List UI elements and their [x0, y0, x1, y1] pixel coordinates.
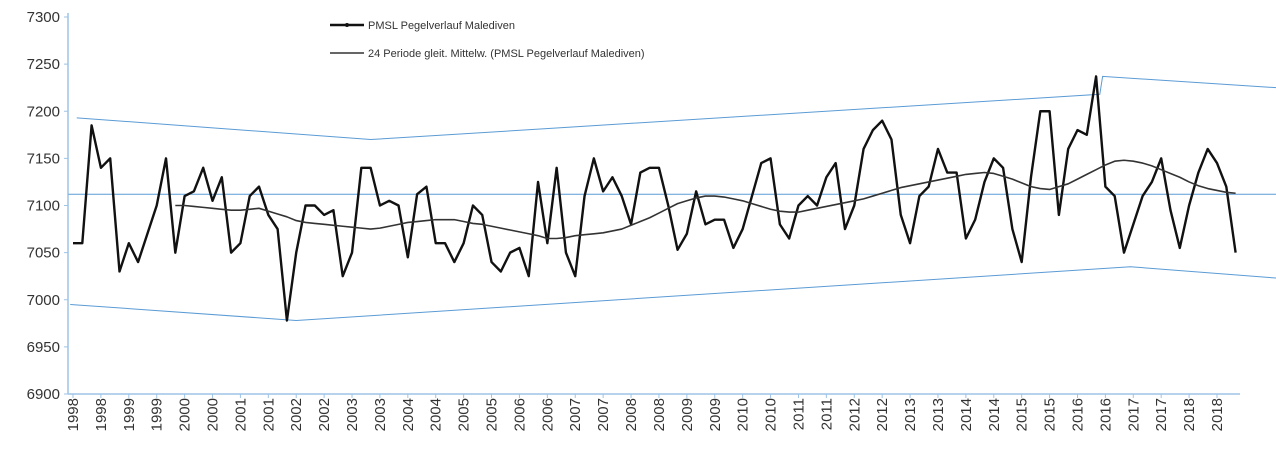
- y-tick-label: 7250: [27, 56, 60, 73]
- channel-line: [76, 75, 1276, 141]
- x-tick-label: 2006: [511, 398, 528, 431]
- legend-label: PMSL Pegelverlauf Malediven: [368, 20, 515, 32]
- x-tick-label: 2011: [818, 398, 835, 430]
- series-line: [73, 75, 1237, 322]
- x-tick-label: 1999: [149, 398, 166, 431]
- y-tick-label: 6950: [27, 339, 60, 356]
- y-tick-label: 7000: [27, 292, 60, 309]
- x-tick-label: 1998: [93, 398, 110, 431]
- x-tick-label: 2012: [846, 398, 863, 431]
- x-tick-label: 2012: [874, 398, 891, 431]
- channel-line: [70, 266, 1276, 321]
- y-tick-label: 7100: [27, 198, 60, 215]
- x-tick-label: 2009: [679, 398, 696, 431]
- x-tick-label: 2008: [651, 398, 668, 431]
- legend-label: 24 Periode gleit. Mittelw. (PMSL Pegelve…: [368, 48, 645, 60]
- x-tick-label: 1998: [65, 398, 82, 431]
- y-tick-label: 7150: [27, 150, 60, 167]
- x-tick-label: 2005: [456, 398, 473, 431]
- x-tick-label: 2018: [1181, 398, 1198, 431]
- x-tick-label: 2002: [316, 398, 333, 431]
- x-tick-label: 2015: [1014, 398, 1031, 431]
- x-tick-label: 2004: [400, 398, 417, 431]
- y-tick-label: 6900: [27, 386, 60, 403]
- x-tick-label: 2007: [567, 398, 584, 431]
- legend-marker: [345, 23, 349, 27]
- x-tick-label: 2000: [177, 398, 194, 431]
- x-tick-label: 2002: [288, 398, 305, 431]
- x-tick-label: 2000: [205, 398, 222, 431]
- x-tick-label: 2006: [539, 398, 556, 431]
- x-tick-label: 1999: [121, 398, 138, 431]
- x-tick-label: 2014: [958, 398, 975, 431]
- x-tick-label: 2010: [735, 398, 752, 431]
- x-tick-label: 2016: [1097, 398, 1114, 431]
- x-tick-label: 2009: [707, 398, 724, 431]
- x-tick-label: 2018: [1209, 398, 1226, 431]
- y-tick-label: 7200: [27, 103, 60, 120]
- x-tick-label: 2017: [1125, 398, 1142, 431]
- series-line: [175, 159, 1236, 240]
- x-tick-label: 2007: [595, 398, 612, 431]
- x-tick-label: 2001: [260, 398, 277, 431]
- x-tick-label: 2003: [372, 398, 389, 431]
- x-tick-label: 2014: [986, 398, 1003, 431]
- x-tick-label: 2004: [428, 398, 445, 431]
- x-tick-label: 2008: [623, 398, 640, 431]
- x-tick-label: 2005: [484, 398, 501, 431]
- x-tick-label: 2015: [1042, 398, 1059, 431]
- x-tick-label: 2011: [790, 398, 807, 430]
- x-tick-label: 2010: [763, 398, 780, 431]
- y-tick-label: 7050: [27, 245, 60, 262]
- x-tick-label: 2017: [1153, 398, 1170, 431]
- y-tick-label: 7300: [27, 9, 60, 26]
- x-tick-label: 2013: [930, 398, 947, 431]
- x-tick-label: 2013: [902, 398, 919, 431]
- legend: PMSL Pegelverlauf Malediven 24 Periode gl…: [330, 20, 645, 60]
- x-tick-label: 2016: [1069, 398, 1086, 431]
- x-tick-label: 2003: [344, 398, 361, 431]
- x-tick-label: 2001: [232, 398, 249, 431]
